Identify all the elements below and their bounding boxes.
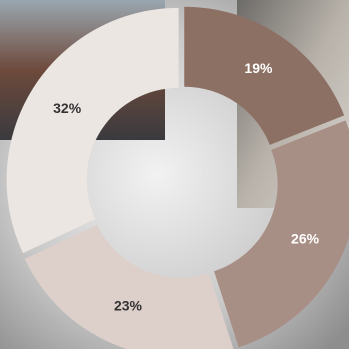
donut-slice	[6, 7, 179, 254]
data-label: 23%	[114, 298, 143, 314]
donut-slice	[214, 120, 349, 348]
data-label: 26%	[291, 231, 320, 247]
donut: 19% 26% 23% 32%	[6, 6, 349, 349]
donut-slice	[184, 6, 345, 145]
donut-slice	[24, 224, 234, 349]
data-label: 19%	[244, 60, 273, 76]
data-label: 32%	[53, 100, 82, 116]
